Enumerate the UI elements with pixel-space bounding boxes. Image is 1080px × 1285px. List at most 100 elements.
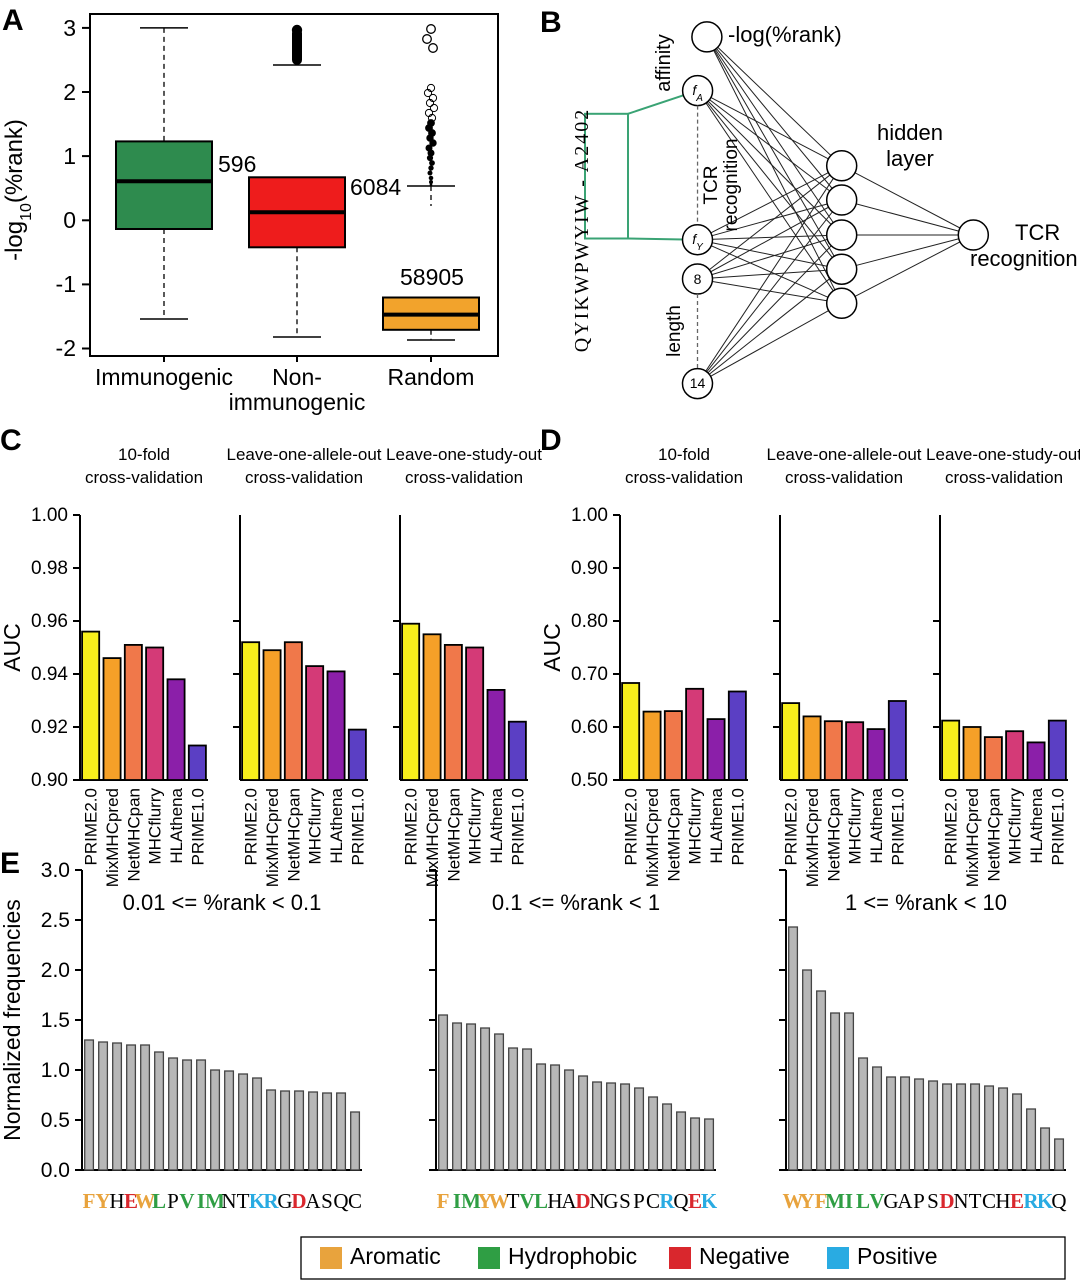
svg-text:0.1 <= %rank < 1: 0.1 <= %rank < 1 <box>492 890 660 915</box>
svg-text:Q: Q <box>1051 1189 1066 1213</box>
svg-text:T: T <box>237 1189 250 1213</box>
svg-text:L: L <box>152 1189 166 1213</box>
svg-text:0.0: 0.0 <box>41 1159 70 1182</box>
svg-text:V: V <box>179 1189 194 1213</box>
svg-text:E: E <box>0 847 20 880</box>
svg-text:8: 8 <box>694 271 702 287</box>
svg-text:cross-validation: cross-validation <box>405 468 523 487</box>
svg-text:0.60: 0.60 <box>571 717 608 738</box>
svg-text:0.5: 0.5 <box>41 1109 70 1132</box>
svg-text:D: D <box>540 424 562 457</box>
svg-text:I: I <box>197 1189 205 1213</box>
svg-text:3: 3 <box>63 15 76 41</box>
svg-text:P: P <box>167 1189 179 1213</box>
svg-text:recognition: recognition <box>970 246 1078 271</box>
svg-text:N: N <box>589 1189 604 1213</box>
svg-text:L: L <box>856 1189 870 1213</box>
svg-text:Aromatic: Aromatic <box>350 1243 441 1269</box>
svg-text:Leave-one-allele-out: Leave-one-allele-out <box>227 445 382 464</box>
svg-text:QYIKWPWYIW - A2402: QYIKWPWYIW - A2402 <box>571 108 593 353</box>
svg-text:F: F <box>83 1189 96 1213</box>
svg-text:layer: layer <box>886 146 934 171</box>
svg-text:0: 0 <box>63 207 76 233</box>
svg-text:I: I <box>845 1189 853 1213</box>
svg-text:0.96: 0.96 <box>31 611 68 632</box>
svg-text:N: N <box>953 1189 968 1213</box>
svg-text:2: 2 <box>63 79 76 105</box>
svg-text:cross-validation: cross-validation <box>625 468 743 487</box>
svg-text:1: 1 <box>63 143 76 169</box>
svg-text:C: C <box>646 1189 660 1213</box>
svg-text:H: H <box>109 1189 124 1213</box>
svg-text:-log10(%rank): -log10(%rank) <box>1 119 35 261</box>
svg-text:M: M <box>825 1189 845 1213</box>
svg-text:S: S <box>619 1189 631 1213</box>
svg-text:I: I <box>453 1189 461 1213</box>
svg-text:recognition: recognition <box>721 139 742 232</box>
svg-text:Leave-one-study-out: Leave-one-study-out <box>386 445 542 464</box>
svg-text:1.00: 1.00 <box>571 505 608 526</box>
svg-text:cross-validation: cross-validation <box>785 468 903 487</box>
svg-text:Normalized frequencies: Normalized frequencies <box>0 899 25 1141</box>
svg-text:D: D <box>575 1189 590 1213</box>
svg-text:Hydrophobic: Hydrophobic <box>508 1243 637 1269</box>
svg-text:0.50: 0.50 <box>571 770 608 791</box>
svg-text:Leave-one-study-out: Leave-one-study-out <box>926 445 1080 464</box>
svg-text:Y: Y <box>95 1189 110 1213</box>
svg-text:cross-validation: cross-validation <box>945 468 1063 487</box>
svg-text:2.5: 2.5 <box>41 909 70 932</box>
svg-text:H: H <box>995 1189 1010 1213</box>
svg-text:Q: Q <box>333 1189 348 1213</box>
svg-text:58905: 58905 <box>400 264 464 290</box>
svg-text:1.0: 1.0 <box>41 1059 70 1082</box>
svg-text:E: E <box>1010 1189 1024 1213</box>
svg-text:0.90: 0.90 <box>571 558 608 579</box>
svg-text:H: H <box>547 1189 562 1213</box>
svg-text:F: F <box>437 1189 450 1213</box>
svg-text:K: K <box>701 1189 718 1213</box>
svg-text:N: N <box>221 1189 236 1213</box>
svg-text:A: A <box>305 1189 321 1213</box>
svg-text:Leave-one-allele-out: Leave-one-allele-out <box>767 445 922 464</box>
svg-text:S: S <box>927 1189 939 1213</box>
svg-text:10-fold: 10-fold <box>658 445 710 464</box>
svg-text:3.0: 3.0 <box>41 859 70 882</box>
svg-text:P: P <box>913 1189 925 1213</box>
svg-text:0.98: 0.98 <box>31 558 68 579</box>
svg-text:T: T <box>507 1189 520 1213</box>
svg-text:T: T <box>969 1189 982 1213</box>
svg-text:length: length <box>664 305 685 357</box>
svg-text:Random: Random <box>388 364 475 390</box>
svg-text:0.01 <= %rank < 0.1: 0.01 <= %rank < 0.1 <box>123 890 322 915</box>
svg-text:immunogenic: immunogenic <box>229 389 366 415</box>
svg-text:A: A <box>2 4 24 37</box>
svg-text:Positive: Positive <box>857 1243 938 1269</box>
svg-text:L: L <box>534 1189 548 1213</box>
svg-text:596: 596 <box>218 151 256 177</box>
svg-text:cross-validation: cross-validation <box>245 468 363 487</box>
svg-text:TCR: TCR <box>701 165 722 204</box>
svg-text:cross-validation: cross-validation <box>85 468 203 487</box>
svg-text:AUC: AUC <box>539 623 565 672</box>
svg-text:Non-: Non- <box>272 364 322 390</box>
svg-text:Negative: Negative <box>699 1243 790 1269</box>
svg-text:V: V <box>869 1189 884 1213</box>
svg-text:1 <= %rank < 10: 1 <= %rank < 10 <box>845 890 1007 915</box>
svg-text:D: D <box>939 1189 954 1213</box>
svg-text:0.80: 0.80 <box>571 611 608 632</box>
svg-text:P: P <box>633 1189 645 1213</box>
svg-text:Q: Q <box>673 1189 688 1213</box>
svg-text:C: C <box>982 1189 996 1213</box>
svg-text:-log(%rank): -log(%rank) <box>728 22 842 47</box>
svg-text:D: D <box>291 1189 306 1213</box>
svg-text:0.90: 0.90 <box>31 770 68 791</box>
svg-text:S: S <box>321 1189 333 1213</box>
svg-text:10-fold: 10-fold <box>118 445 170 464</box>
svg-text:-1: -1 <box>56 271 76 297</box>
svg-text:6084: 6084 <box>350 174 401 200</box>
svg-text:V: V <box>519 1189 534 1213</box>
svg-text:-2: -2 <box>56 335 76 361</box>
svg-text:0.94: 0.94 <box>31 664 68 685</box>
svg-text:0.70: 0.70 <box>571 664 608 685</box>
svg-text:G: G <box>277 1189 292 1213</box>
